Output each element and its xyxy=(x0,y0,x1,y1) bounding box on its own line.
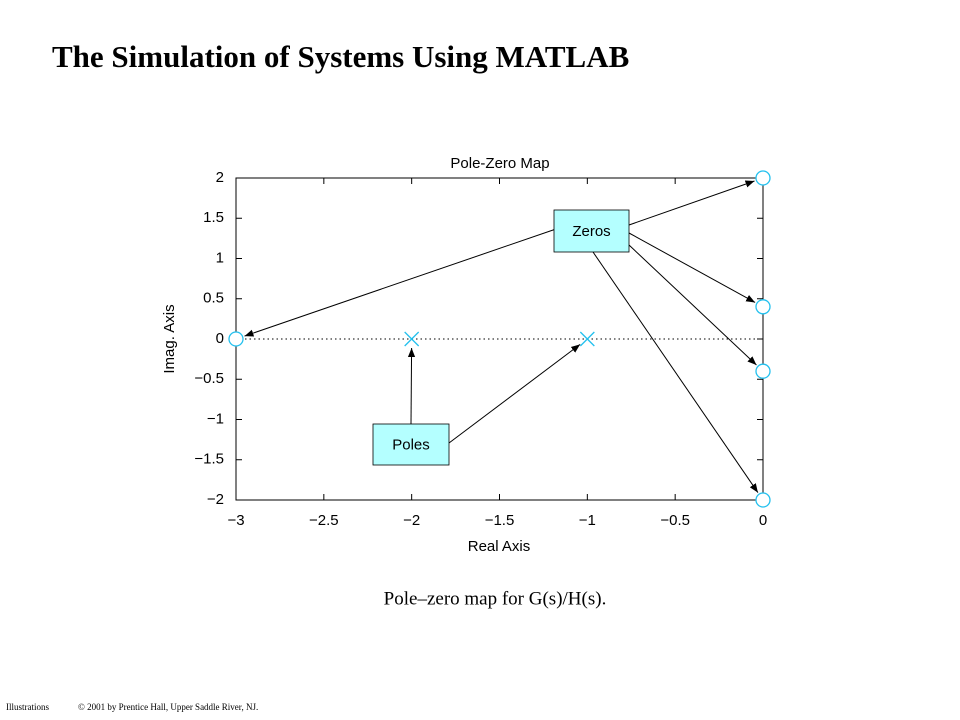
pole-marker xyxy=(579,331,595,347)
zero-marker xyxy=(755,170,771,186)
y-axis-label: Imag. Axis xyxy=(161,304,178,373)
arrow xyxy=(592,251,759,493)
y-tick-label: −2 xyxy=(207,491,224,508)
caption: Pole–zero map for G(s)/H(s). xyxy=(384,588,607,609)
y-tick-label: 1.5 xyxy=(203,209,224,226)
x-tick-label: −1 xyxy=(579,512,596,529)
x-tick-label: 0 xyxy=(759,512,767,529)
y-tick-label: 0 xyxy=(216,330,224,347)
arrow xyxy=(628,244,757,366)
annotation-box xyxy=(372,423,450,466)
plot-frame xyxy=(235,177,764,501)
arrow xyxy=(448,344,581,444)
x-tick-label: −3 xyxy=(227,512,244,529)
y-tick-label: 0.5 xyxy=(203,290,224,307)
y-tick-label: 2 xyxy=(216,169,224,186)
y-tick-label: −1 xyxy=(207,410,224,427)
x-tick-label: −2.5 xyxy=(309,512,339,529)
zero-marker xyxy=(228,331,244,347)
y-tick-label: 1 xyxy=(216,249,224,266)
y-tick-label: −0.5 xyxy=(194,370,224,387)
arrow xyxy=(407,347,416,425)
annotation-label: Poles xyxy=(392,436,430,453)
zero-marker xyxy=(755,299,771,315)
arrow xyxy=(244,228,557,337)
chart-title: Pole-Zero Map xyxy=(450,155,549,172)
x-tick-label: −0.5 xyxy=(660,512,690,529)
annotation-label: Zeros xyxy=(572,223,610,240)
x-tick-label: −2 xyxy=(403,512,420,529)
x-tick-label: −1.5 xyxy=(485,512,515,529)
pole-marker xyxy=(404,331,420,347)
zero-marker xyxy=(755,363,771,379)
y-tick-label: −1.5 xyxy=(194,451,224,468)
zero-marker xyxy=(755,492,771,508)
x-axis-label: Real Axis xyxy=(468,538,531,555)
arrow xyxy=(628,232,756,303)
arrow xyxy=(628,180,755,226)
annotation-box xyxy=(553,209,630,253)
footer-copyright: © 2001 by Prentice Hall, Upper Saddle Ri… xyxy=(78,702,258,712)
slide-title: The Simulation of Systems Using MATLAB xyxy=(52,39,629,74)
footer-label: Illustrations xyxy=(6,702,49,712)
